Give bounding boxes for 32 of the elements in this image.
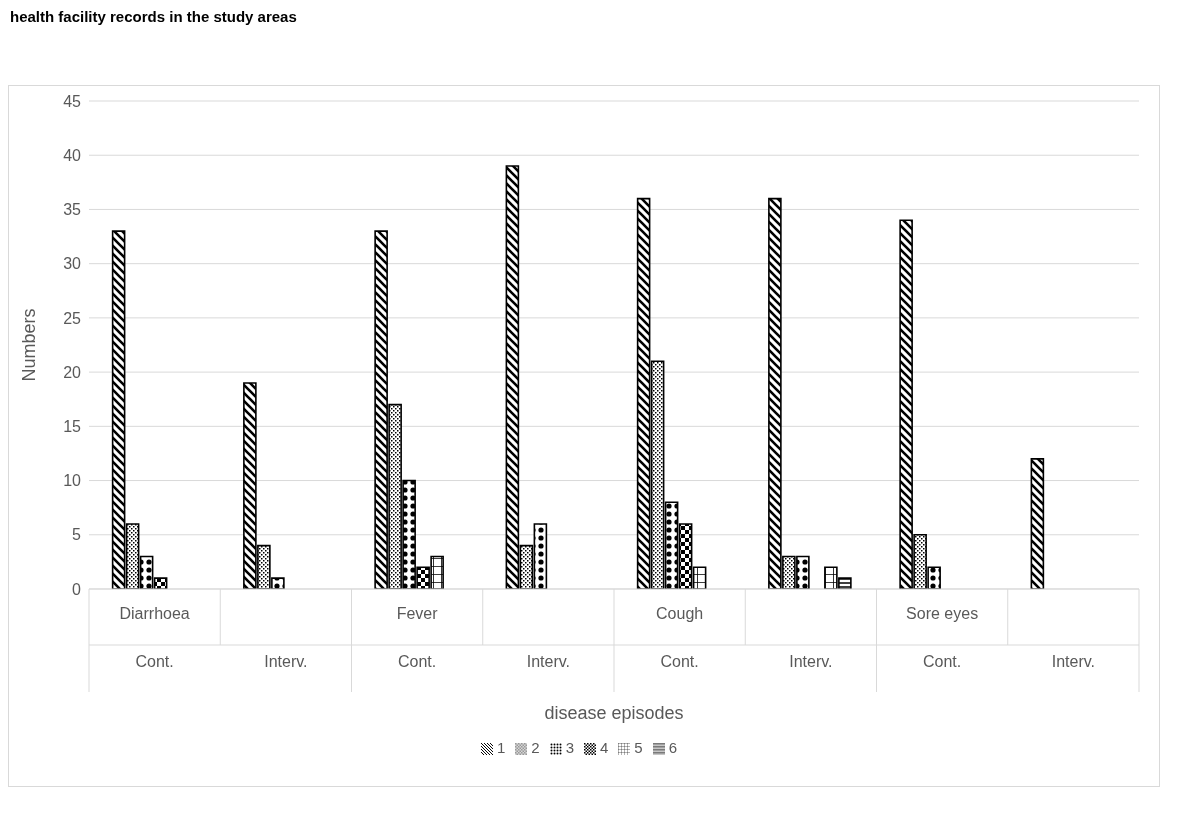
y-tick-label: 30	[63, 255, 82, 273]
y-tick-label: 5	[72, 526, 82, 544]
y-tick-label: 20	[63, 363, 82, 381]
x-tick-label: Cont.	[660, 653, 699, 670]
legend-label: 1	[496, 739, 506, 756]
legend-label: 4	[600, 739, 609, 756]
y-tick-label: 10	[63, 472, 82, 490]
x-tick-label: Interv.	[789, 653, 833, 670]
y-tick-label: 15	[63, 418, 82, 436]
text: Fever	[396, 605, 439, 622]
x-tick-label: Interv.	[1051, 653, 1096, 670]
y-tick-label: 25	[63, 309, 82, 327]
legend-label: 2	[531, 739, 540, 756]
y-tick-label: 40	[63, 146, 82, 164]
x-tick-label: Cont.	[923, 653, 962, 670]
text: Diarrhoea	[119, 605, 190, 622]
legend-label: 5	[634, 739, 643, 756]
y-axis-title: Numbers	[19, 308, 40, 382]
text: Cough	[656, 605, 704, 622]
y-tick-label: 45	[63, 92, 82, 110]
x-tick-label: Interv.	[526, 653, 571, 670]
x-tick-label: Cont.	[398, 653, 437, 670]
x-tick-label: Cont.	[135, 653, 174, 670]
chart-title: health facility records in the study areas	[10, 8, 298, 25]
text: Sore eyes	[906, 605, 979, 622]
legend-label: 6	[668, 739, 678, 756]
x-axis-title: disease episodes	[544, 703, 684, 723]
y-tick-label: 35	[63, 201, 82, 219]
x-tick-label: Interv.	[264, 653, 308, 670]
y-tick-label: 0	[72, 580, 82, 598]
legend-label: 3	[565, 739, 574, 756]
bar	[1030, 458, 1045, 589]
